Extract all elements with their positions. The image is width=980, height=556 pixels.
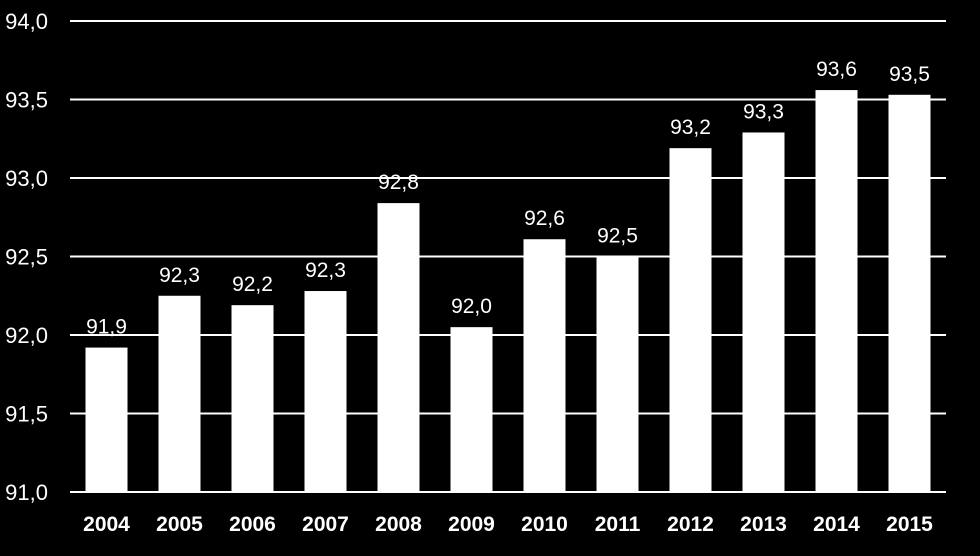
y-tick-label: 92,5: [5, 245, 48, 270]
data-labels: 91,9 92,3 92,2 92,3 92,8 92,0 92,6 92,5 93,2 93,3…: [86, 58, 930, 338]
data-label: 93,2: [670, 116, 711, 139]
bar-2013: [742, 132, 785, 492]
data-label: 93,6: [816, 58, 857, 81]
data-label: 92,3: [305, 259, 346, 282]
data-label: 92,3: [159, 264, 200, 287]
data-label: 92,0: [451, 295, 492, 318]
y-tick-label: 91,0: [5, 480, 48, 505]
x-tick-label: 2014: [813, 513, 860, 536]
data-label: 93,5: [889, 63, 930, 86]
x-tick-label: 2007: [302, 513, 349, 536]
bar-2011: [596, 256, 639, 492]
data-label: 91,9: [86, 316, 127, 339]
y-tick-label: 93,5: [5, 88, 48, 113]
x-tick-label: 2009: [448, 513, 495, 536]
x-tick-label: 2005: [156, 513, 203, 536]
x-tick-label: 2012: [667, 513, 714, 536]
bar-2009: [450, 327, 493, 492]
x-tick-label: 2004: [83, 513, 130, 536]
y-tick-label: 93,0: [5, 166, 48, 191]
bars: [85, 90, 931, 493]
x-axis-ticks: 2004 2005 2006 2007 2008 2009 2010 2011 2012 2013…: [83, 513, 933, 536]
y-axis-ticks: 91,0 91,5 92,0 92,5 93,0 93,5 94,0: [5, 9, 48, 505]
bar-2007: [304, 291, 347, 492]
data-label: 92,8: [378, 171, 419, 194]
gridlines: [70, 20, 946, 493]
y-tick-label: 91,5: [5, 402, 48, 427]
data-label: 92,6: [524, 207, 565, 230]
x-tick-label: 2015: [886, 513, 933, 536]
y-tick-label: 92,0: [5, 323, 48, 348]
bar-2008: [377, 203, 420, 492]
x-tick-label: 2011: [595, 513, 641, 536]
y-tick-label: 94,0: [5, 9, 48, 34]
bar-2006: [231, 305, 274, 492]
bar-2012: [669, 148, 712, 493]
data-label: 92,5: [597, 225, 638, 248]
bar-2010: [523, 239, 566, 492]
x-tick-label: 2010: [521, 513, 568, 536]
data-label: 93,3: [743, 100, 784, 123]
bar-2005: [158, 295, 201, 492]
bar-2014: [815, 90, 858, 492]
x-tick-label: 2013: [740, 513, 787, 536]
data-label: 92,2: [232, 273, 273, 296]
bar-2004: [85, 347, 128, 492]
bar-2015: [888, 94, 931, 492]
x-tick-label: 2008: [375, 513, 422, 536]
x-tick-label: 2006: [229, 513, 276, 536]
